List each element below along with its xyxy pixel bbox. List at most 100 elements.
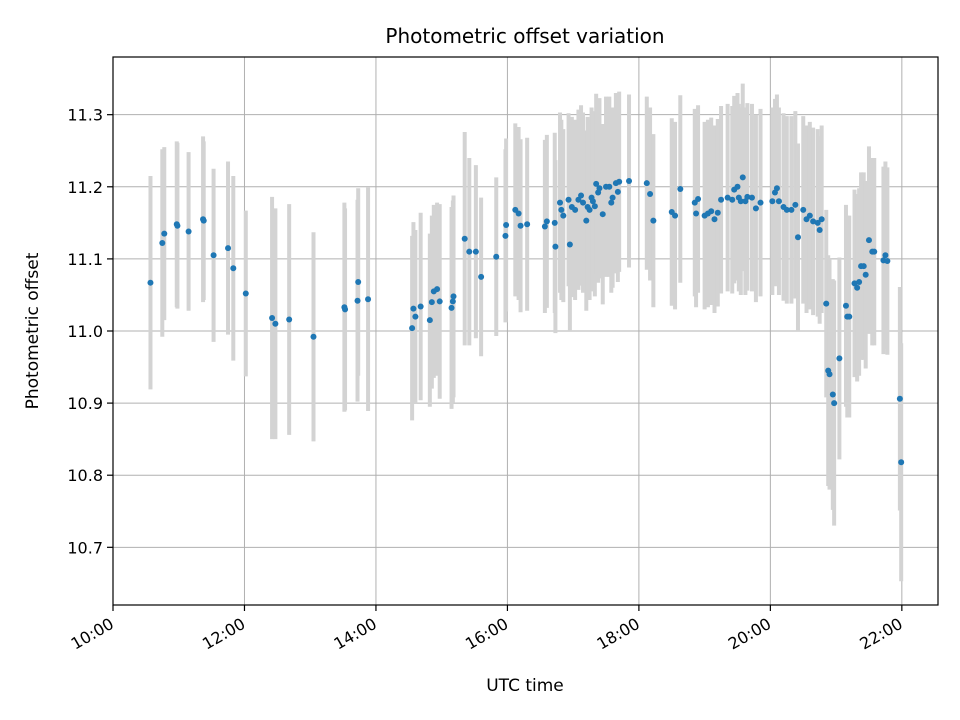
chart-title: Photometric offset variation — [385, 24, 664, 48]
data-point — [147, 279, 154, 286]
data-point — [846, 313, 853, 320]
data-point — [560, 212, 567, 219]
data-point — [515, 210, 522, 217]
data-point — [565, 196, 572, 203]
data-point — [461, 235, 468, 242]
data-point — [466, 248, 473, 255]
data-point — [672, 212, 679, 219]
data-point — [714, 209, 721, 216]
data-point — [693, 210, 700, 217]
data-point — [412, 313, 419, 320]
data-point — [310, 333, 317, 340]
data-point — [586, 206, 593, 213]
data-point — [842, 302, 849, 309]
data-point — [543, 218, 550, 225]
data-point — [647, 191, 654, 197]
data-point — [739, 174, 746, 181]
x-tick-label: 10:00 — [68, 614, 117, 654]
data-point — [575, 196, 582, 203]
data-point — [449, 298, 456, 305]
data-point — [831, 400, 838, 407]
plot-area — [112, 56, 939, 606]
data-point — [677, 185, 684, 192]
data-point — [593, 180, 600, 187]
data-point — [596, 185, 603, 192]
data-point — [865, 237, 872, 244]
y-tick-label: 11.3 — [67, 106, 103, 125]
grid-lines — [112, 57, 938, 605]
data-point — [524, 221, 531, 228]
x-axis: 10:00 12:00 14:00 16:00 18:00 20:00 22:00 — [68, 605, 906, 654]
data-point — [269, 315, 276, 322]
data-point — [860, 263, 867, 270]
data-point — [882, 252, 889, 259]
data-point — [417, 303, 424, 310]
data-point — [862, 271, 869, 278]
data-point — [450, 293, 457, 300]
data-point — [478, 273, 485, 280]
data-point — [757, 199, 764, 206]
data-point — [718, 196, 725, 203]
data-point — [608, 199, 615, 206]
data-point — [748, 194, 755, 201]
data-point — [626, 178, 633, 185]
x-tick-label: 20:00 — [725, 614, 774, 654]
x-tick-label: 18:00 — [593, 614, 642, 654]
x-tick-label: 14:00 — [331, 614, 380, 654]
data-point — [517, 222, 524, 229]
data-point — [896, 395, 903, 402]
data-point — [434, 286, 441, 293]
data-markers — [147, 174, 905, 466]
data-point — [806, 212, 813, 219]
data-point — [354, 297, 361, 304]
data-point — [174, 222, 181, 229]
data-point — [729, 196, 736, 203]
data-point — [583, 217, 590, 224]
data-point — [769, 198, 776, 205]
y-tick-label: 10.9 — [67, 394, 103, 413]
data-point — [572, 206, 579, 213]
data-point — [711, 216, 718, 223]
data-point — [695, 196, 702, 203]
data-point — [871, 248, 878, 255]
data-point — [606, 183, 613, 190]
data-point — [744, 193, 751, 200]
data-point — [426, 317, 433, 324]
data-point — [552, 243, 559, 250]
data-point — [829, 391, 836, 398]
data-point — [810, 218, 817, 225]
y-axis-label: Photometric offset — [23, 252, 43, 409]
data-point — [775, 198, 782, 205]
data-point — [230, 265, 237, 272]
data-point — [724, 194, 731, 201]
data-point — [773, 185, 780, 192]
data-point — [410, 305, 417, 312]
data-point — [503, 222, 510, 229]
data-point — [185, 228, 192, 235]
data-point — [355, 278, 362, 285]
data-point — [566, 241, 573, 248]
x-tick-label: 16:00 — [462, 614, 511, 654]
data-point — [472, 248, 479, 255]
data-point — [599, 211, 606, 218]
data-point — [551, 219, 558, 226]
y-tick-label: 11.1 — [67, 250, 103, 269]
data-point — [792, 201, 799, 208]
data-point — [818, 216, 825, 223]
data-point — [734, 183, 741, 190]
data-point — [884, 258, 891, 265]
data-point — [591, 203, 598, 210]
data-point — [823, 300, 830, 307]
data-point — [159, 240, 166, 247]
data-point — [737, 198, 744, 205]
data-point — [409, 325, 416, 332]
data-point — [816, 227, 823, 234]
data-point — [826, 371, 833, 378]
data-point — [609, 194, 616, 201]
data-point — [800, 206, 807, 213]
y-tick-label: 10.8 — [67, 466, 103, 485]
data-point — [161, 230, 168, 237]
y-tick-label: 10.7 — [67, 538, 103, 557]
data-point — [854, 284, 861, 291]
